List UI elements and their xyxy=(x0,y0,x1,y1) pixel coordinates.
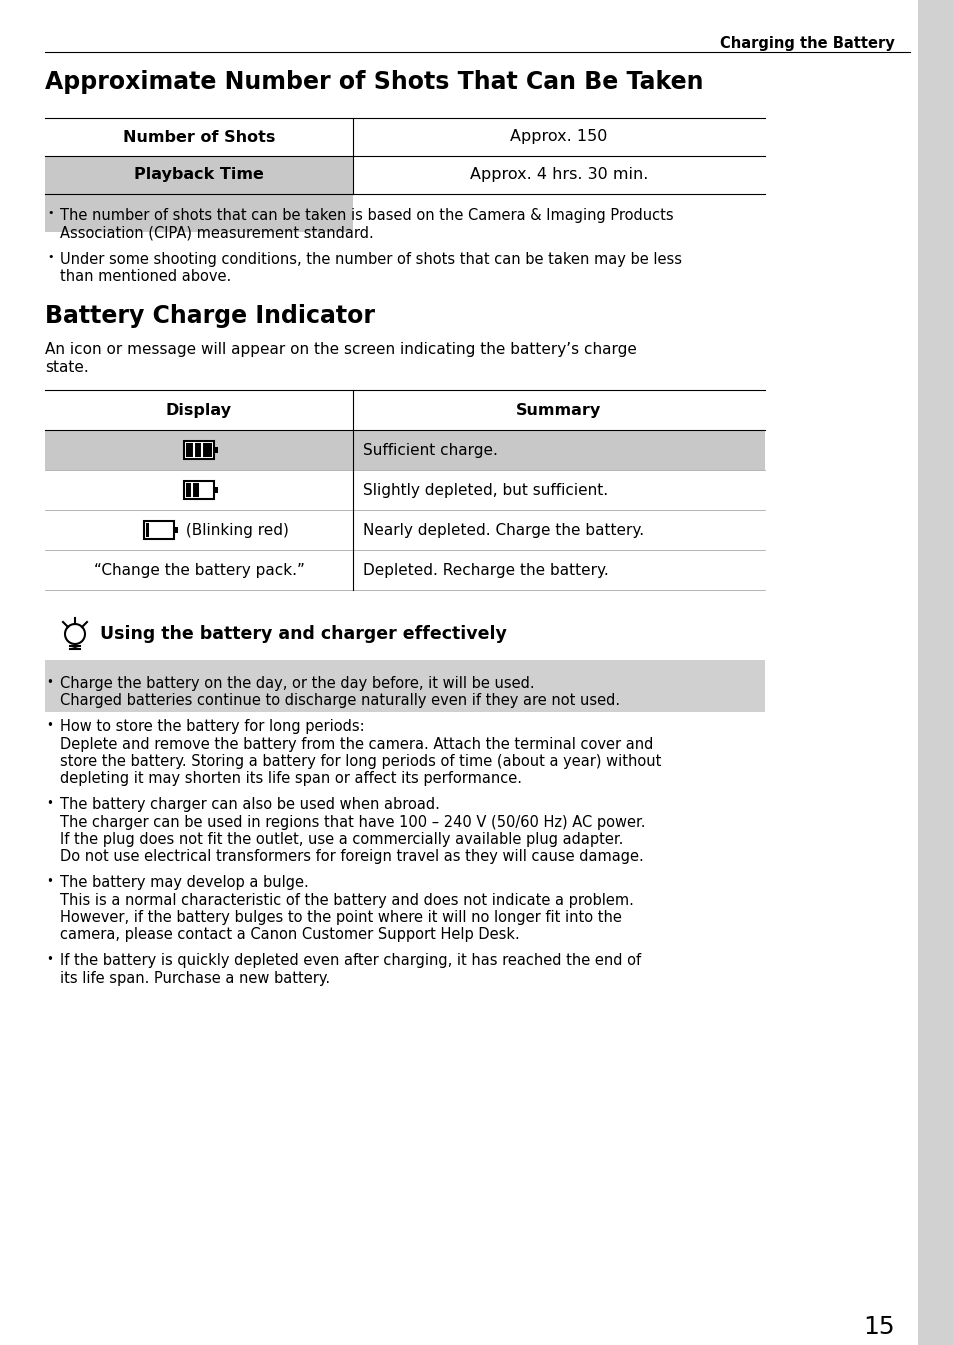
Text: How to store the battery for long periods:: How to store the battery for long period… xyxy=(60,720,364,734)
Text: The number of shots that can be taken is based on the Camera & Imaging Products: The number of shots that can be taken is… xyxy=(60,208,673,223)
Bar xyxy=(917,0,953,1345)
Text: Playback Time: Playback Time xyxy=(134,168,264,183)
Text: Depleted. Recharge the battery.: Depleted. Recharge the battery. xyxy=(363,562,608,577)
Text: An icon or message will appear on the screen indicating the battery’s charge: An icon or message will appear on the sc… xyxy=(45,342,637,356)
Text: Charged batteries continue to discharge naturally even if they are not used.: Charged batteries continue to discharge … xyxy=(60,694,619,709)
Bar xyxy=(184,482,213,499)
Text: Approx. 150: Approx. 150 xyxy=(510,129,607,144)
Text: Battery Charge Indicator: Battery Charge Indicator xyxy=(45,304,375,328)
Text: (Blinking red): (Blinking red) xyxy=(181,522,289,538)
Text: Number of Shots: Number of Shots xyxy=(123,129,274,144)
Text: than mentioned above.: than mentioned above. xyxy=(60,269,231,284)
Bar xyxy=(45,156,353,194)
Text: Sufficient charge.: Sufficient charge. xyxy=(363,443,497,457)
Text: camera, please contact a Canon Customer Support Help Desk.: camera, please contact a Canon Customer … xyxy=(60,928,519,943)
Text: •: • xyxy=(46,720,52,732)
Text: “Change the battery pack.”: “Change the battery pack.” xyxy=(93,562,304,577)
Text: The battery charger can also be used when abroad.: The battery charger can also be used whe… xyxy=(60,798,439,812)
Text: Charging the Battery: Charging the Battery xyxy=(720,36,894,51)
Text: Slightly depleted, but sufficient.: Slightly depleted, but sufficient. xyxy=(363,483,607,498)
Text: state.: state. xyxy=(45,360,89,375)
Bar xyxy=(146,523,149,537)
Text: If the battery is quickly depleted even after charging, it has reached the end o: If the battery is quickly depleted even … xyxy=(60,954,640,968)
Text: Display: Display xyxy=(166,402,232,417)
Text: •: • xyxy=(46,954,52,966)
Bar xyxy=(45,660,764,712)
Text: Using the battery and charger effectively: Using the battery and charger effectivel… xyxy=(100,625,506,643)
Text: This is a normal characteristic of the battery and does not indicate a problem.: This is a normal characteristic of the b… xyxy=(60,893,633,908)
Text: Deplete and remove the battery from the camera. Attach the terminal cover and: Deplete and remove the battery from the … xyxy=(60,737,653,752)
Bar xyxy=(144,521,173,539)
Text: Charge the battery on the day, or the day before, it will be used.: Charge the battery on the day, or the da… xyxy=(60,677,534,691)
Bar xyxy=(45,430,764,469)
Text: 15: 15 xyxy=(862,1315,894,1340)
Text: its life span. Purchase a new battery.: its life span. Purchase a new battery. xyxy=(60,971,330,986)
Text: Approximate Number of Shots That Can Be Taken: Approximate Number of Shots That Can Be … xyxy=(45,70,702,94)
Bar xyxy=(213,447,218,453)
Text: Nearly depleted. Charge the battery.: Nearly depleted. Charge the battery. xyxy=(363,522,643,538)
Text: store the battery. Storing a battery for long periods of time (about a year) wit: store the battery. Storing a battery for… xyxy=(60,755,660,769)
Text: depleting it may shorten its life span or affect its performance.: depleting it may shorten its life span o… xyxy=(60,772,521,787)
Text: •: • xyxy=(47,252,53,262)
Text: Association (CIPA) measurement standard.: Association (CIPA) measurement standard. xyxy=(60,225,374,239)
Text: Do not use electrical transformers for foreign travel as they will cause damage.: Do not use electrical transformers for f… xyxy=(60,850,643,865)
Text: Summary: Summary xyxy=(516,402,601,417)
Bar xyxy=(173,527,178,533)
Text: •: • xyxy=(47,208,53,218)
Text: •: • xyxy=(46,798,52,810)
Text: If the plug does not fit the outlet, use a commercially available plug adapter.: If the plug does not fit the outlet, use… xyxy=(60,833,622,847)
Text: Under some shooting conditions, the number of shots that can be taken may be les: Under some shooting conditions, the numb… xyxy=(60,252,681,268)
Bar xyxy=(186,443,212,457)
Text: Approx. 4 hrs. 30 min.: Approx. 4 hrs. 30 min. xyxy=(469,168,647,183)
Bar xyxy=(45,194,353,231)
Text: •: • xyxy=(46,677,52,689)
Bar xyxy=(213,487,218,494)
Bar xyxy=(186,483,199,498)
Text: The charger can be used in regions that have 100 – 240 V (50/60 Hz) AC power.: The charger can be used in regions that … xyxy=(60,815,645,830)
Text: •: • xyxy=(46,876,52,888)
Text: The battery may develop a bulge.: The battery may develop a bulge. xyxy=(60,876,309,890)
Text: However, if the battery bulges to the point where it will no longer fit into the: However, if the battery bulges to the po… xyxy=(60,911,621,925)
Bar xyxy=(184,441,213,459)
